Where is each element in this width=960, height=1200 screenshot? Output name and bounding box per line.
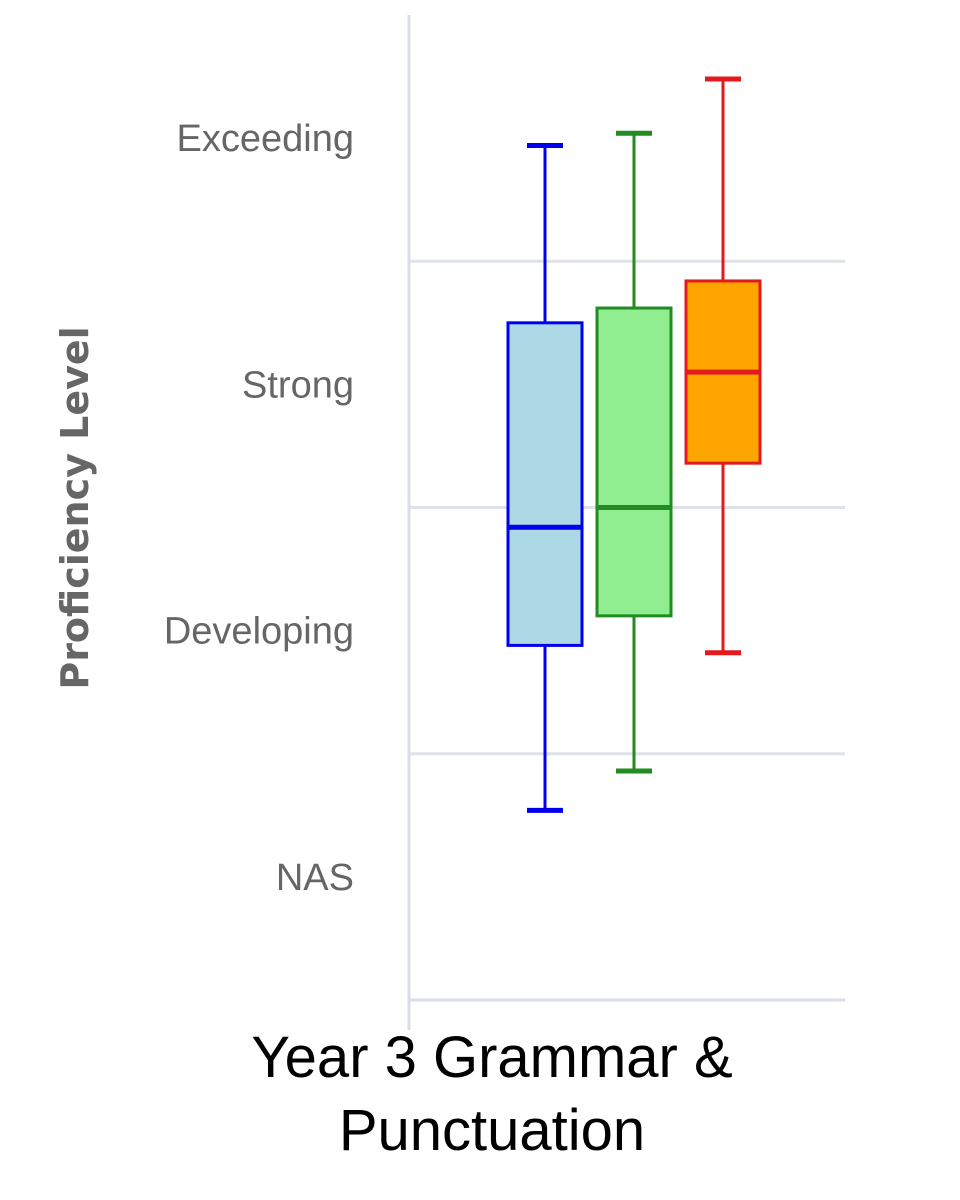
box-1 <box>506 143 584 813</box>
chart-title-line-2: Punctuation <box>339 1098 645 1163</box>
y-tick-label-strong: Strong <box>242 364 354 406</box>
y-tick-label-developing: Developing <box>164 611 354 653</box>
iqr-box <box>506 321 584 647</box>
y-tick-labels: NAS Developing Strong Exceeding <box>164 118 354 899</box>
y-tick-label-nas: NAS <box>276 857 354 899</box>
box-3 <box>684 76 762 656</box>
box-series <box>506 76 762 813</box>
y-axis-title: Proficiency Level <box>53 326 97 689</box>
iqr-box <box>595 306 673 618</box>
chart-title-line-1: Year 3 Grammar & <box>251 1025 732 1090</box>
box-2 <box>595 130 673 774</box>
y-tick-label-exceeding: Exceeding <box>177 118 354 160</box>
